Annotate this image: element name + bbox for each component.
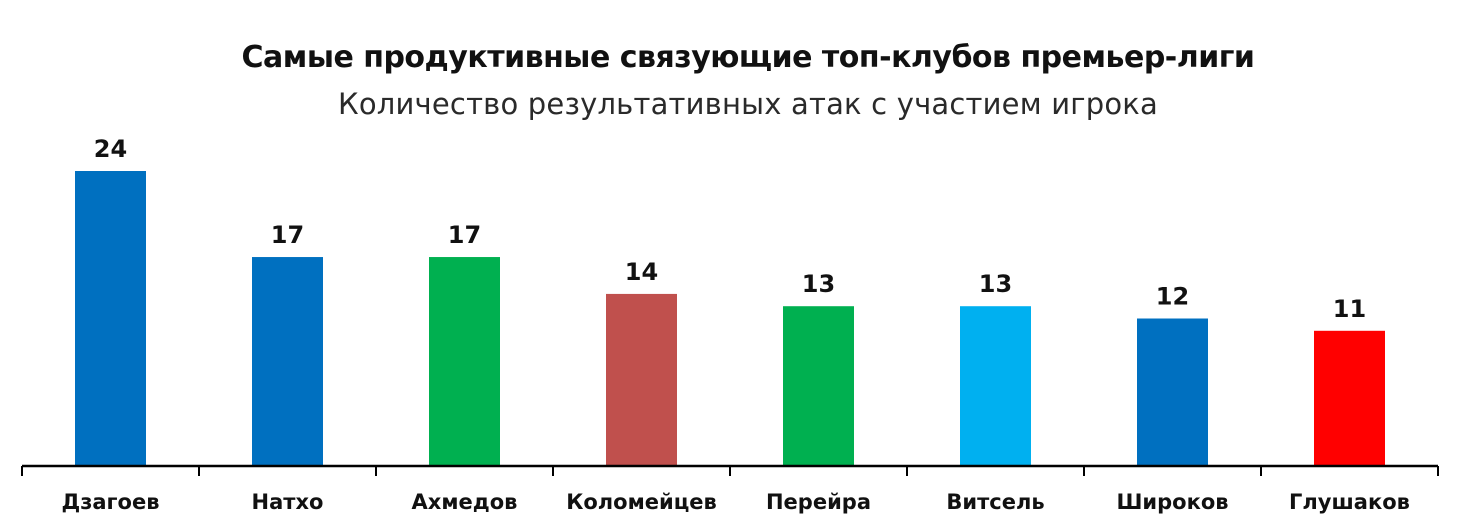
bar-8 xyxy=(1314,330,1385,466)
data-label-7: 12 xyxy=(1156,283,1189,311)
category-label-7: Широков xyxy=(1116,490,1228,514)
category-label-4: Коломейцев xyxy=(566,490,717,514)
bar-5 xyxy=(783,306,854,466)
category-label-3: Ахмедов xyxy=(412,490,518,514)
data-label-8: 11 xyxy=(1333,295,1366,323)
chart-title: Самые продуктивные связующие топ-клубов … xyxy=(241,40,1255,75)
bar-1 xyxy=(75,171,146,466)
data-label-3: 17 xyxy=(448,221,481,249)
category-label-6: Витсель xyxy=(946,490,1044,514)
data-label-4: 14 xyxy=(625,258,658,286)
category-label-5: Перейра xyxy=(766,490,871,514)
bar-4 xyxy=(606,293,677,466)
category-label-1: Дзагоев xyxy=(61,490,159,514)
bar-3 xyxy=(429,257,500,466)
data-label-5: 13 xyxy=(802,270,835,298)
category-label-8: Глушаков xyxy=(1289,490,1410,514)
data-label-6: 13 xyxy=(979,270,1012,298)
data-label-2: 17 xyxy=(271,221,304,249)
bar-6 xyxy=(960,306,1031,466)
category-label-2: Натхо xyxy=(252,490,324,514)
bar-2 xyxy=(252,257,323,466)
chart-subtitle: Количество результативных атак с участие… xyxy=(338,87,1158,121)
data-label-1: 24 xyxy=(94,135,127,163)
bar-7 xyxy=(1137,318,1208,466)
